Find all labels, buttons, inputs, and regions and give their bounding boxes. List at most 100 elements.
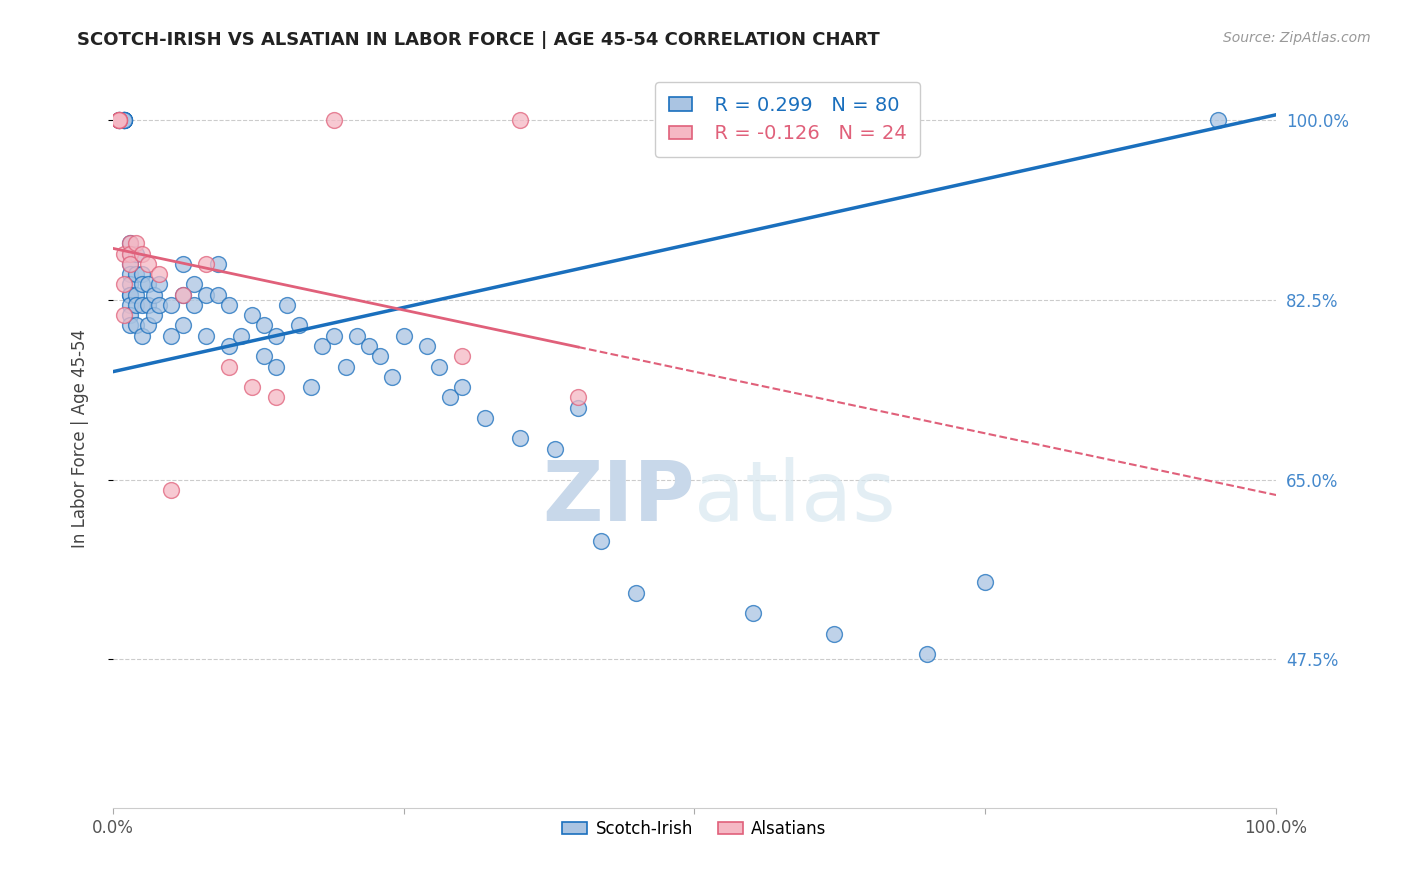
Point — [131, 277, 153, 292]
Point — [142, 308, 165, 322]
Legend: Scotch-Irish, Alsatians: Scotch-Irish, Alsatians — [555, 814, 834, 845]
Point — [172, 287, 194, 301]
Point — [114, 112, 136, 127]
Point — [194, 257, 217, 271]
Point — [114, 112, 136, 127]
Point — [125, 318, 148, 333]
Point — [107, 112, 129, 127]
Point — [264, 328, 287, 343]
Point — [509, 432, 531, 446]
Point — [107, 112, 129, 127]
Point — [136, 298, 159, 312]
Point — [125, 267, 148, 281]
Point — [120, 318, 142, 333]
Point — [107, 112, 129, 127]
Text: SCOTCH-IRISH VS ALSATIAN IN LABOR FORCE | AGE 45-54 CORRELATION CHART: SCOTCH-IRISH VS ALSATIAN IN LABOR FORCE … — [77, 31, 880, 49]
Point — [509, 112, 531, 127]
Point — [218, 339, 240, 353]
Point — [276, 298, 298, 312]
Point — [114, 112, 136, 127]
Point — [160, 298, 183, 312]
Point — [264, 390, 287, 404]
Point — [131, 328, 153, 343]
Point — [242, 308, 264, 322]
Point — [322, 328, 344, 343]
Point — [567, 401, 589, 415]
Point — [229, 328, 252, 343]
Point — [370, 349, 392, 363]
Point — [120, 236, 142, 251]
Text: ZIP: ZIP — [541, 458, 695, 538]
Point — [253, 318, 276, 333]
Point — [172, 318, 194, 333]
Point — [114, 112, 136, 127]
Point — [207, 257, 229, 271]
Point — [264, 359, 287, 374]
Point — [567, 390, 589, 404]
Point — [125, 236, 148, 251]
Point — [114, 308, 136, 322]
Point — [160, 328, 183, 343]
Point — [974, 575, 997, 590]
Point — [120, 287, 142, 301]
Point — [242, 380, 264, 394]
Point — [450, 349, 472, 363]
Point — [131, 298, 153, 312]
Point — [120, 257, 142, 271]
Point — [136, 318, 159, 333]
Point — [131, 246, 153, 260]
Point — [120, 277, 142, 292]
Point — [1206, 112, 1229, 127]
Point — [299, 380, 322, 394]
Point — [125, 298, 148, 312]
Point — [142, 287, 165, 301]
Point — [335, 359, 357, 374]
Point — [120, 246, 142, 260]
Point — [218, 359, 240, 374]
Point — [120, 298, 142, 312]
Point — [357, 339, 380, 353]
Point — [114, 112, 136, 127]
Point — [183, 298, 205, 312]
Point — [194, 287, 217, 301]
Point — [915, 648, 938, 662]
Point — [120, 287, 142, 301]
Y-axis label: In Labor Force | Age 45-54: In Labor Force | Age 45-54 — [72, 329, 89, 548]
Point — [131, 267, 153, 281]
Point — [120, 246, 142, 260]
Point — [125, 287, 148, 301]
Point — [741, 606, 763, 620]
Point — [218, 298, 240, 312]
Point — [346, 328, 368, 343]
Point — [120, 236, 142, 251]
Point — [207, 287, 229, 301]
Point — [591, 534, 613, 549]
Point — [107, 112, 129, 127]
Point — [136, 277, 159, 292]
Point — [381, 369, 404, 384]
Point — [172, 257, 194, 271]
Point — [107, 112, 129, 127]
Point — [114, 277, 136, 292]
Point — [450, 380, 472, 394]
Point — [107, 112, 129, 127]
Point — [253, 349, 276, 363]
Point — [311, 339, 333, 353]
Point — [136, 257, 159, 271]
Point — [416, 339, 439, 353]
Point — [194, 328, 217, 343]
Point — [148, 298, 170, 312]
Point — [544, 442, 567, 456]
Point — [439, 390, 461, 404]
Point — [288, 318, 311, 333]
Point — [148, 277, 170, 292]
Point — [474, 411, 496, 425]
Point — [823, 626, 845, 640]
Text: atlas: atlas — [695, 458, 896, 538]
Point — [172, 287, 194, 301]
Point — [626, 585, 648, 599]
Point — [120, 257, 142, 271]
Point — [114, 112, 136, 127]
Point — [427, 359, 450, 374]
Point — [148, 267, 170, 281]
